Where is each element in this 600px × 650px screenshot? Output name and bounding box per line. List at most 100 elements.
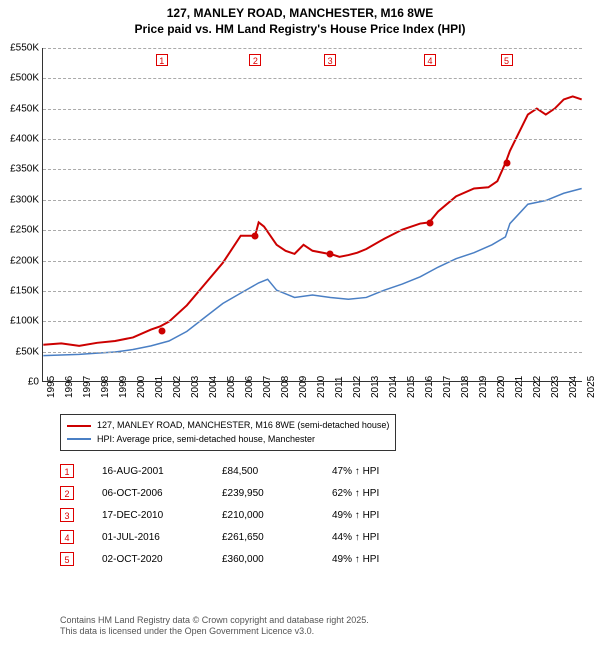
x-axis-label: 1998	[100, 376, 111, 398]
row-marker-box: 4	[60, 530, 74, 544]
x-axis-label: 2021	[514, 376, 525, 398]
x-axis-label: 2014	[388, 376, 399, 398]
legend-swatch	[67, 425, 91, 427]
row-date: 06-OCT-2006	[102, 488, 222, 499]
chart-series-svg	[43, 48, 582, 381]
gridline	[43, 230, 582, 231]
row-price: £261,650	[222, 532, 332, 543]
x-axis-label: 2008	[280, 376, 291, 398]
x-axis-label: 2000	[136, 376, 147, 398]
y-axis-label: £150K	[1, 285, 39, 296]
y-axis-label: £100K	[1, 316, 39, 327]
y-axis-label: £550K	[1, 43, 39, 54]
footer-line: Contains HM Land Registry data © Crown c…	[60, 615, 369, 627]
row-pct: 49% ↑ HPI	[332, 510, 452, 521]
x-axis-label: 1996	[64, 376, 75, 398]
x-axis-label: 2001	[154, 376, 165, 398]
row-marker-box: 3	[60, 508, 74, 522]
series-line	[43, 188, 581, 355]
row-pct: 47% ↑ HPI	[332, 466, 452, 477]
x-axis-label: 2002	[172, 376, 183, 398]
legend-label: 127, MANLEY ROAD, MANCHESTER, M16 8WE (s…	[97, 419, 389, 433]
y-axis-label: £0	[1, 377, 39, 388]
sale-marker-box: 4	[424, 54, 436, 66]
sale-point-dot	[327, 251, 334, 258]
table-row: 4 01-JUL-2016£261,65044% ↑ HPI	[60, 526, 452, 548]
x-axis-label: 2006	[244, 376, 255, 398]
x-axis-label: 2009	[298, 376, 309, 398]
sale-marker-box: 5	[501, 54, 513, 66]
x-axis-label: 2010	[316, 376, 327, 398]
x-axis-label: 2003	[190, 376, 201, 398]
x-axis-label: 2023	[550, 376, 561, 398]
row-date: 01-JUL-2016	[102, 532, 222, 543]
y-axis-label: £450K	[1, 103, 39, 114]
y-axis-label: £200K	[1, 255, 39, 266]
x-axis-label: 2020	[496, 376, 507, 398]
row-date: 17-DEC-2010	[102, 510, 222, 521]
x-axis-label: 2015	[406, 376, 417, 398]
chart-title: 127, MANLEY ROAD, MANCHESTER, M16 8WE Pr…	[0, 0, 600, 37]
sale-point-dot	[503, 160, 510, 167]
x-axis-label: 2007	[262, 376, 273, 398]
gridline	[43, 321, 582, 322]
gridline	[43, 352, 582, 353]
row-price: £239,950	[222, 488, 332, 499]
x-axis-label: 2024	[568, 376, 579, 398]
table-row: 5 02-OCT-2020£360,00049% ↑ HPI	[60, 548, 452, 570]
gridline	[43, 78, 582, 79]
gridline	[43, 169, 582, 170]
gridline	[43, 48, 582, 49]
sale-point-dot	[158, 327, 165, 334]
row-price: £360,000	[222, 554, 332, 565]
row-pct: 62% ↑ HPI	[332, 488, 452, 499]
legend-label: HPI: Average price, semi-detached house,…	[97, 433, 315, 447]
legend-item: 127, MANLEY ROAD, MANCHESTER, M16 8WE (s…	[67, 419, 389, 433]
table-row: 116-AUG-2001£84,50047% ↑ HPI	[60, 460, 452, 482]
x-axis-label: 2019	[478, 376, 489, 398]
sale-marker-box: 2	[249, 54, 261, 66]
title-line-1: 127, MANLEY ROAD, MANCHESTER, M16 8WE	[0, 6, 600, 22]
y-axis-label: £350K	[1, 164, 39, 175]
row-pct: 44% ↑ HPI	[332, 532, 452, 543]
legend-swatch	[67, 438, 91, 440]
y-axis-label: £300K	[1, 194, 39, 205]
sale-point-dot	[252, 233, 259, 240]
x-axis-label: 1997	[82, 376, 93, 398]
legend-item: HPI: Average price, semi-detached house,…	[67, 433, 389, 447]
sale-point-dot	[427, 220, 434, 227]
x-axis-label: 2022	[532, 376, 543, 398]
y-axis-label: £250K	[1, 225, 39, 236]
chart-legend: 127, MANLEY ROAD, MANCHESTER, M16 8WE (s…	[60, 414, 396, 451]
series-line	[43, 96, 581, 345]
footer-attribution: Contains HM Land Registry data © Crown c…	[60, 615, 369, 638]
y-axis-label: £400K	[1, 134, 39, 145]
gridline	[43, 291, 582, 292]
title-line-2: Price paid vs. HM Land Registry's House …	[0, 22, 600, 38]
sales-table: 116-AUG-2001£84,50047% ↑ HPI206-OCT-2006…	[60, 460, 452, 570]
x-axis-label: 2018	[460, 376, 471, 398]
row-marker-box: 1	[60, 464, 74, 478]
row-date: 02-OCT-2020	[102, 554, 222, 565]
row-price: £210,000	[222, 510, 332, 521]
sale-marker-box: 3	[324, 54, 336, 66]
x-axis-label: 1995	[46, 376, 57, 398]
sale-marker-box: 1	[156, 54, 168, 66]
row-marker-box: 2	[60, 486, 74, 500]
y-axis-label: £500K	[1, 73, 39, 84]
row-date: 16-AUG-2001	[102, 466, 222, 477]
x-axis-label: 2017	[442, 376, 453, 398]
chart-plot-area: £0£50K£100K£150K£200K£250K£300K£350K£400…	[42, 48, 582, 382]
gridline	[43, 109, 582, 110]
row-pct: 49% ↑ HPI	[332, 554, 452, 565]
x-axis-label: 1999	[118, 376, 129, 398]
row-marker-box: 5	[60, 552, 74, 566]
x-axis-label: 2013	[370, 376, 381, 398]
x-axis-label: 2011	[334, 376, 345, 398]
gridline	[43, 261, 582, 262]
table-row: 2 06-OCT-2006£239,95062% ↑ HPI	[60, 482, 452, 504]
y-axis-label: £50K	[1, 346, 39, 357]
x-axis-label: 2016	[424, 376, 435, 398]
x-axis-label: 2005	[226, 376, 237, 398]
table-row: 3 17-DEC-2010£210,00049% ↑ HPI	[60, 504, 452, 526]
